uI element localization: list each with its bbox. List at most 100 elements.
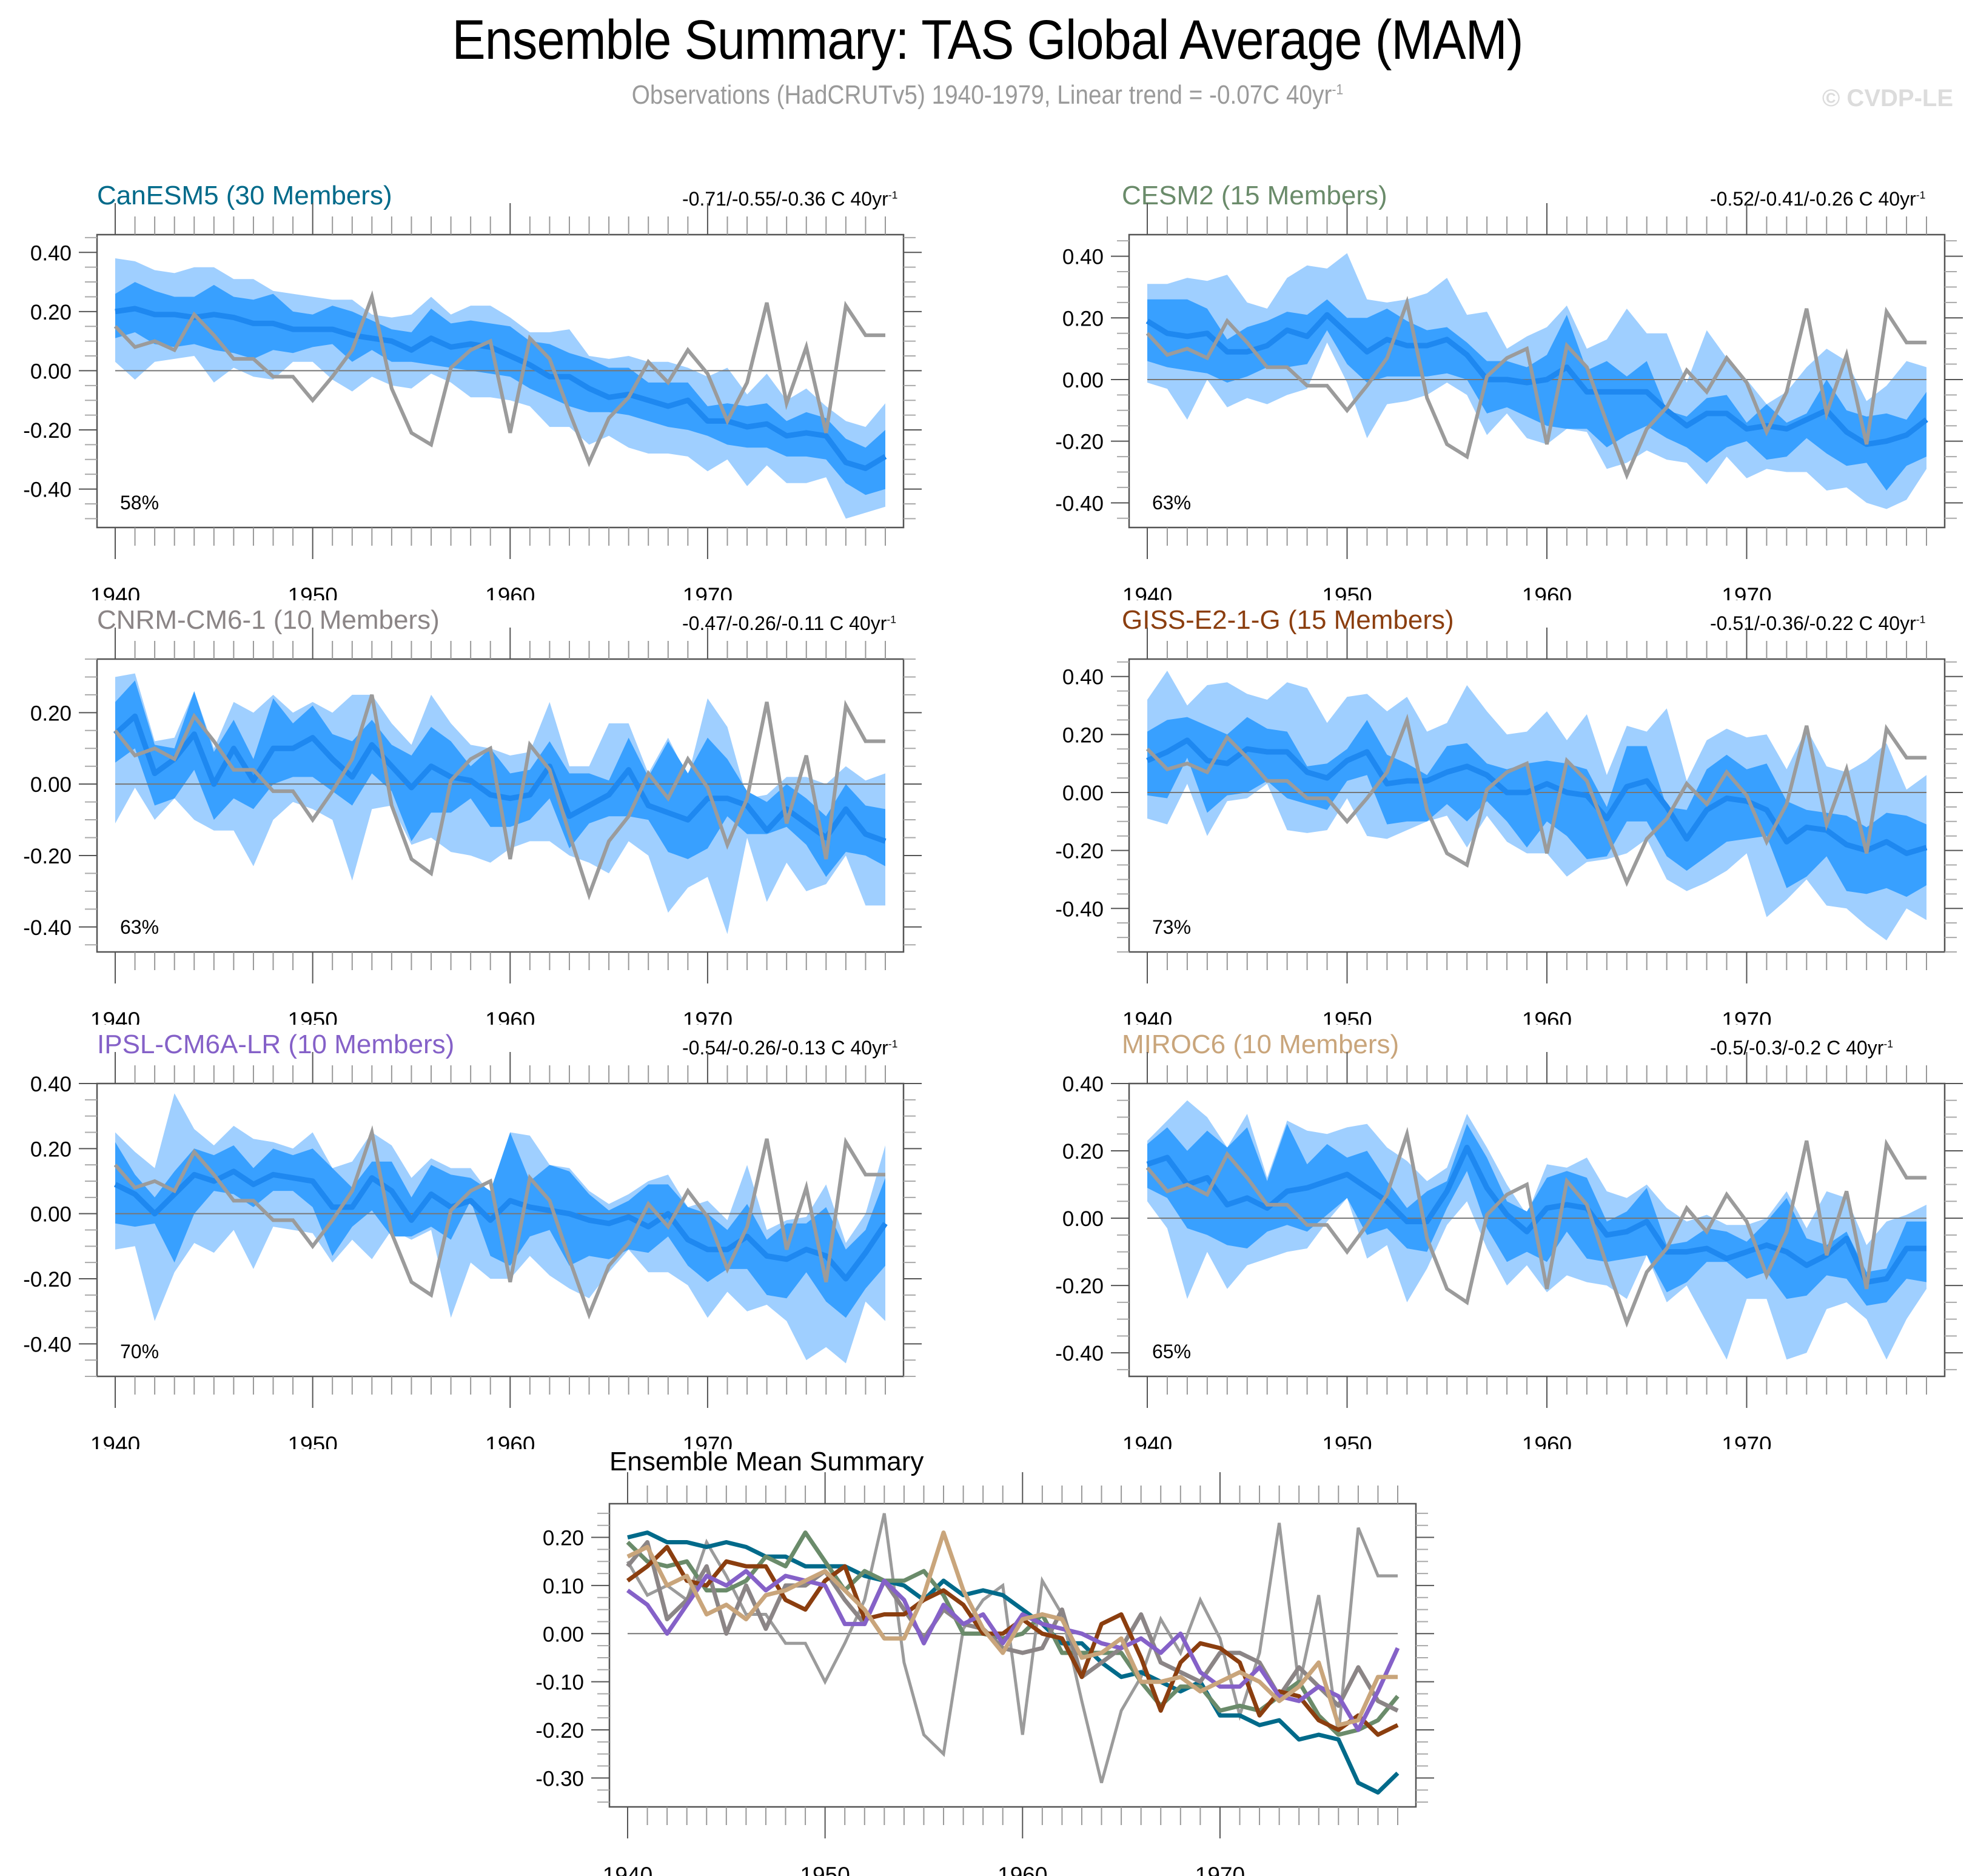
summary-observations-line — [626, 1513, 1398, 1783]
y-tick-label: -0.20 — [23, 1268, 72, 1291]
y-tick-label: 0.00 — [1062, 1207, 1104, 1231]
x-tick-label: 1970 — [1722, 1008, 1771, 1025]
summary-y-tick-label: 0.00 — [543, 1623, 584, 1646]
y-tick-label: -0.40 — [1055, 1342, 1104, 1365]
y-tick-label: 0.00 — [1062, 369, 1104, 392]
trend-superscript: -1 — [888, 189, 898, 201]
panel-plot: 1940 1950 1960 1970 -0.40 -0.20 0.00 0.20 0.40 58… — [23, 203, 922, 600]
x-tick-label: 1970 — [683, 1008, 733, 1025]
trend-superscript: -1 — [887, 613, 897, 626]
trend-superscript: -1 — [1916, 613, 1926, 626]
x-tick-label: 1950 — [287, 583, 337, 600]
y-tick-label: -0.20 — [1055, 840, 1104, 863]
inner-spread-band — [1147, 1124, 1926, 1306]
panel-plot: 1940 1950 1960 1970 -0.40 -0.20 0.00 0.20 0.40 65… — [1055, 1052, 1963, 1449]
y-tick-label: 0.20 — [1062, 723, 1104, 747]
x-tick-label: 1950 — [1322, 1432, 1372, 1449]
x-tick-label: 1960 — [485, 1008, 535, 1025]
panel-trend-range: -0.71/-0.55/-0.36 C 40yr-1 — [682, 188, 925, 210]
panel-title: CESM2 (15 Members) — [1122, 181, 1387, 210]
summary-x-tick-label: 1940 — [603, 1863, 652, 1876]
subtitle-text: Observations (HadCRUTv5) 1940-1979, Line… — [631, 80, 1332, 110]
panel-title: IPSL-CM6A-LR (10 Members) — [97, 1030, 455, 1059]
summary-y-tick-label: -0.20 — [535, 1719, 584, 1743]
summary-y-tick-label: 0.10 — [543, 1575, 584, 1598]
panel-title: GISS-E2-1-G (15 Members) — [1122, 605, 1454, 635]
ensemble-mean-line — [1146, 737, 1928, 856]
panel-title: MIROC6 (10 Members) — [1122, 1030, 1400, 1059]
panel-plot: 1940 1950 1960 1970 -0.40 -0.20 0.00 0.20 0.40 63… — [1055, 203, 1963, 600]
observations-line — [113, 694, 885, 900]
panel-plot: 1940 1950 1960 1970 -0.40 -0.20 0.00 0.20 63% — [23, 628, 922, 1025]
y-tick-label: -0.20 — [23, 845, 72, 868]
summary-x-tick-label: 1950 — [800, 1863, 850, 1876]
x-tick-label: 1960 — [1522, 583, 1572, 600]
y-tick-label: -0.40 — [23, 916, 72, 940]
percent-label: 65% — [1152, 1341, 1191, 1362]
y-tick-label: 0.00 — [1062, 782, 1104, 805]
ensemble-mean-line — [114, 1168, 888, 1282]
y-tick-label: -0.40 — [1055, 492, 1104, 515]
trend-text: -0.54/-0.26/-0.13 C 40yr — [682, 1037, 888, 1059]
ensemble-mean-line — [1145, 312, 1928, 447]
summary-x-tick-label: 1960 — [998, 1863, 1047, 1876]
x-tick-label: 1940 — [1122, 1432, 1172, 1449]
y-tick-label: 0.40 — [30, 1073, 72, 1096]
trend-superscript: -1 — [888, 1037, 898, 1050]
summary-x-tick-label: 1970 — [1195, 1863, 1245, 1876]
x-tick-label: 1940 — [90, 583, 140, 600]
summary-y-tick-label: -0.30 — [535, 1767, 584, 1791]
y-tick-label: -0.20 — [1055, 1275, 1104, 1298]
ensemble-mean-summary-chart: Ensemble Mean Summary 1940 1950 1960 1970 -0.… — [535, 1447, 1434, 1876]
panel-trend-range: -0.51/-0.36/-0.22 C 40yr-1 — [1710, 612, 1956, 635]
percent-label: 63% — [120, 916, 159, 938]
panel-plot: 1940 1950 1960 1970 -0.40 -0.20 0.00 0.20 0.40 73… — [1055, 628, 1963, 1025]
inner-spread-band — [115, 680, 885, 877]
y-tick-label: -0.20 — [23, 419, 72, 443]
percent-label: 58% — [120, 492, 159, 514]
y-tick-label: -0.40 — [1055, 897, 1104, 921]
y-tick-label: 0.40 — [1062, 666, 1104, 689]
trend-text: -0.47/-0.26/-0.11 C 40yr — [682, 612, 887, 634]
y-tick-label: 0.20 — [1062, 1140, 1104, 1164]
summary-mean-line-4 — [626, 1569, 1400, 1732]
figure-subtitle: Observations (HadCRUTv5) 1940-1979, Line… — [118, 80, 1856, 110]
observations-line — [113, 290, 885, 467]
summary-mean-line-0 — [627, 1530, 1400, 1795]
observations-line — [1145, 714, 1926, 887]
y-tick-label: 0.40 — [30, 241, 72, 265]
y-tick-label: 0.20 — [30, 301, 72, 324]
ensemble-mean-line — [1146, 1145, 1926, 1285]
trend-superscript: -1 — [1883, 1037, 1893, 1050]
percent-label: 70% — [120, 1341, 159, 1362]
x-tick-label: 1950 — [1322, 1008, 1372, 1025]
x-tick-label: 1940 — [1122, 1008, 1172, 1025]
y-tick-label: 0.20 — [30, 1137, 72, 1161]
credit-watermark: © CVDP-LE — [1822, 85, 1953, 112]
y-tick-label: 0.20 — [1062, 307, 1104, 330]
panel-trend-range: -0.5/-0.3/-0.2 C 40yr-1 — [1710, 1037, 1956, 1059]
y-tick-label: 0.40 — [1062, 246, 1104, 269]
figure-title: Ensemble Summary: TAS Global Average (MA… — [452, 9, 1523, 71]
x-tick-label: 1960 — [1522, 1008, 1572, 1025]
x-tick-label: 1950 — [287, 1008, 337, 1025]
summary-y-tick-label: -0.10 — [535, 1671, 584, 1695]
y-tick-label: 0.40 — [1062, 1073, 1104, 1096]
trend-text: -0.5/-0.3/-0.2 C 40yr — [1710, 1037, 1884, 1059]
panel-trend-range: -0.54/-0.26/-0.13 C 40yr-1 — [682, 1037, 925, 1059]
x-tick-label: 1940 — [90, 1008, 140, 1025]
ensemble-mean-line — [115, 306, 887, 471]
x-tick-label: 1960 — [485, 583, 535, 600]
trend-superscript: -1 — [1916, 189, 1926, 201]
x-tick-label: 1950 — [287, 1432, 337, 1449]
inner-spread-band — [115, 282, 885, 495]
summary-y-tick-label: 0.20 — [543, 1527, 584, 1550]
y-tick-label: 0.00 — [30, 773, 72, 797]
trend-text: -0.51/-0.36/-0.22 C 40yr — [1710, 612, 1916, 634]
x-tick-label: 1960 — [1522, 1432, 1572, 1449]
x-tick-label: 1970 — [683, 583, 733, 600]
x-tick-label: 1940 — [1122, 583, 1172, 600]
x-tick-label: 1940 — [90, 1432, 140, 1449]
percent-label: 63% — [1152, 492, 1191, 514]
x-tick-label: 1970 — [1722, 583, 1771, 600]
